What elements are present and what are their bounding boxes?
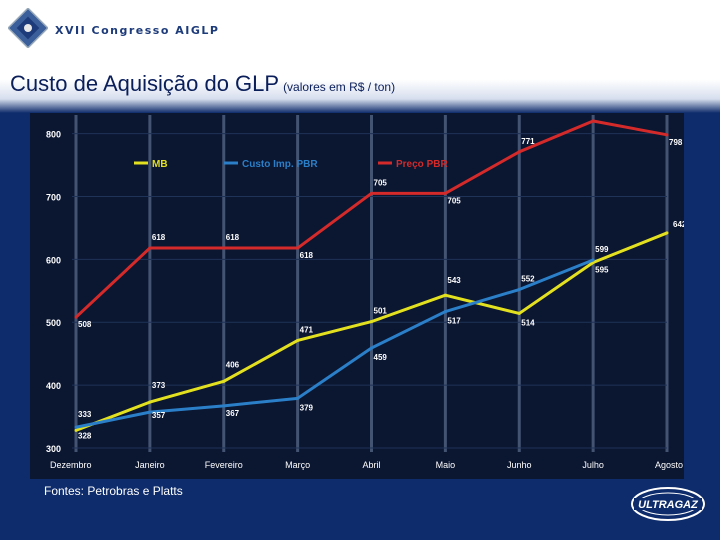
data-label: 618 (300, 251, 314, 260)
y-tick-label: 700 (46, 192, 61, 202)
data-label: 406 (226, 360, 240, 369)
data-point (148, 246, 152, 250)
data-point (74, 425, 78, 429)
data-point (665, 231, 669, 235)
data-point (370, 191, 373, 195)
y-tick-label: 800 (46, 130, 61, 140)
data-label: 471 (300, 325, 314, 334)
header-bar: XVII Congresso AIGLP (0, 0, 720, 57)
data-label: 459 (374, 353, 388, 362)
data-label: 618 (226, 233, 240, 242)
x-tick-label: Abril (362, 460, 380, 470)
title-band (0, 57, 720, 113)
y-tick-label: 400 (46, 381, 61, 391)
y-tick-label: 600 (46, 255, 61, 265)
data-point (296, 338, 300, 342)
x-tick-label: Maio (436, 460, 456, 470)
data-point (74, 315, 78, 319)
data-label: 798 (669, 138, 683, 147)
data-point (443, 293, 447, 297)
legend-label: Preço PBR (396, 159, 448, 170)
data-label: 514 (521, 318, 535, 327)
data-point (370, 320, 373, 324)
data-point (222, 246, 226, 250)
data-point (148, 410, 152, 414)
data-label: 599 (595, 245, 609, 254)
x-tick-label: Fevereiro (205, 460, 243, 470)
data-point (222, 379, 226, 383)
x-tick-label: Dezembro (50, 460, 92, 470)
data-label: 328 (78, 431, 92, 440)
data-label: 543 (447, 276, 461, 285)
data-label: 501 (374, 307, 388, 316)
x-tick-label: Março (285, 460, 310, 470)
series-line (75, 258, 594, 429)
y-tick-label: 500 (46, 318, 61, 328)
data-point (222, 404, 226, 408)
data-point (296, 396, 300, 400)
data-point (665, 133, 669, 137)
ultragaz-logo: ULTRAGAZ (631, 487, 705, 521)
x-tick-label: Julho (582, 460, 604, 470)
data-point (370, 346, 373, 350)
congress-logo-icon (8, 8, 48, 48)
legend-label: MB (152, 159, 168, 170)
data-point (148, 400, 152, 404)
data-label: 595 (595, 265, 609, 274)
data-point (443, 191, 447, 195)
data-label: 642 (673, 220, 684, 229)
legend-label: Custo Imp. PBR (242, 159, 318, 170)
data-point (74, 428, 78, 432)
source-note: Fontes: Petrobras e Platts (44, 484, 183, 498)
slide-title: Custo de Aquisição do GLP (valores em R$ … (10, 71, 395, 97)
data-label: 517 (447, 317, 461, 326)
data-point (591, 258, 595, 262)
chart-panel: 300 400 500 600 700 800 Dezembro Janeiro Feverei… (30, 113, 684, 479)
line-chart: 300 400 500 600 700 800 Dezembro Janeiro Feverei… (46, 115, 684, 470)
data-point (517, 288, 521, 292)
data-point (443, 310, 447, 314)
data-label: 705 (374, 178, 388, 187)
data-label: 552 (521, 275, 535, 284)
x-tick-label: Agosto (655, 460, 683, 470)
data-label: 367 (226, 409, 240, 418)
data-point (591, 119, 595, 123)
data-point (517, 150, 521, 154)
data-label: 508 (78, 320, 92, 329)
slide-title-text: Custo de Aquisição do GLP (10, 71, 280, 96)
data-label: 357 (152, 411, 166, 420)
x-tick-label: Junho (507, 460, 532, 470)
congress-title: XVII Congresso AIGLP (55, 24, 220, 37)
x-tick-label: Janeiro (135, 460, 165, 470)
slide-subtitle: (valores em R$ / ton) (283, 80, 396, 94)
data-point (296, 246, 300, 250)
y-tick-label: 300 (46, 444, 61, 454)
data-label: 379 (300, 403, 314, 412)
ultragaz-logo-text: ULTRAGAZ (638, 499, 699, 511)
data-label: 705 (447, 196, 461, 205)
data-label: 771 (521, 137, 535, 146)
data-label: 333 (78, 410, 92, 419)
data-label: 373 (152, 381, 166, 390)
data-point (517, 311, 521, 315)
data-label: 618 (152, 233, 166, 242)
